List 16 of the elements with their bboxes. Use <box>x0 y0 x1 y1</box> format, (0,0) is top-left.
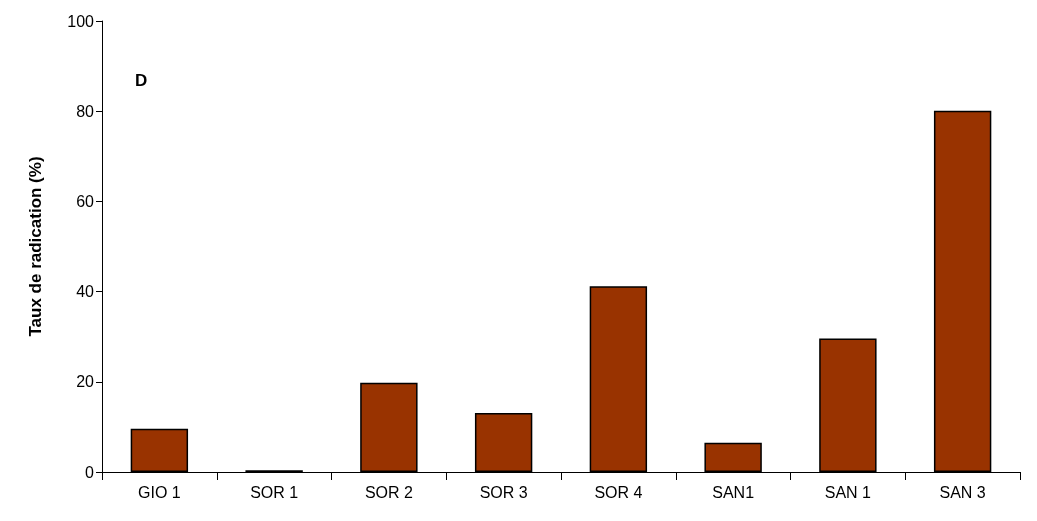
x-tick-label: SOR 3 <box>479 483 528 501</box>
x-tick-label: SOR 2 <box>364 483 413 501</box>
y-tick-label: 20 <box>76 373 95 391</box>
y-axis-title: Taux de radication (%) <box>26 156 45 337</box>
x-tick-label: SAN 3 <box>939 483 986 501</box>
y-tick-label: 0 <box>85 463 95 481</box>
x-tick-label: SOR 1 <box>250 483 299 501</box>
x-tick-label: SAN 1 <box>824 483 872 501</box>
y-tick-label: 40 <box>76 283 95 301</box>
annotation: D <box>135 71 148 90</box>
y-tick-label: 80 <box>76 102 95 120</box>
x-tick-label: SAN1 <box>712 483 755 501</box>
y-tick-label: 60 <box>76 192 95 210</box>
x-tick-label: GIO 1 <box>138 483 181 501</box>
x-tick-label: SOR 4 <box>594 483 643 501</box>
y-tick-label: 100 <box>67 12 95 30</box>
